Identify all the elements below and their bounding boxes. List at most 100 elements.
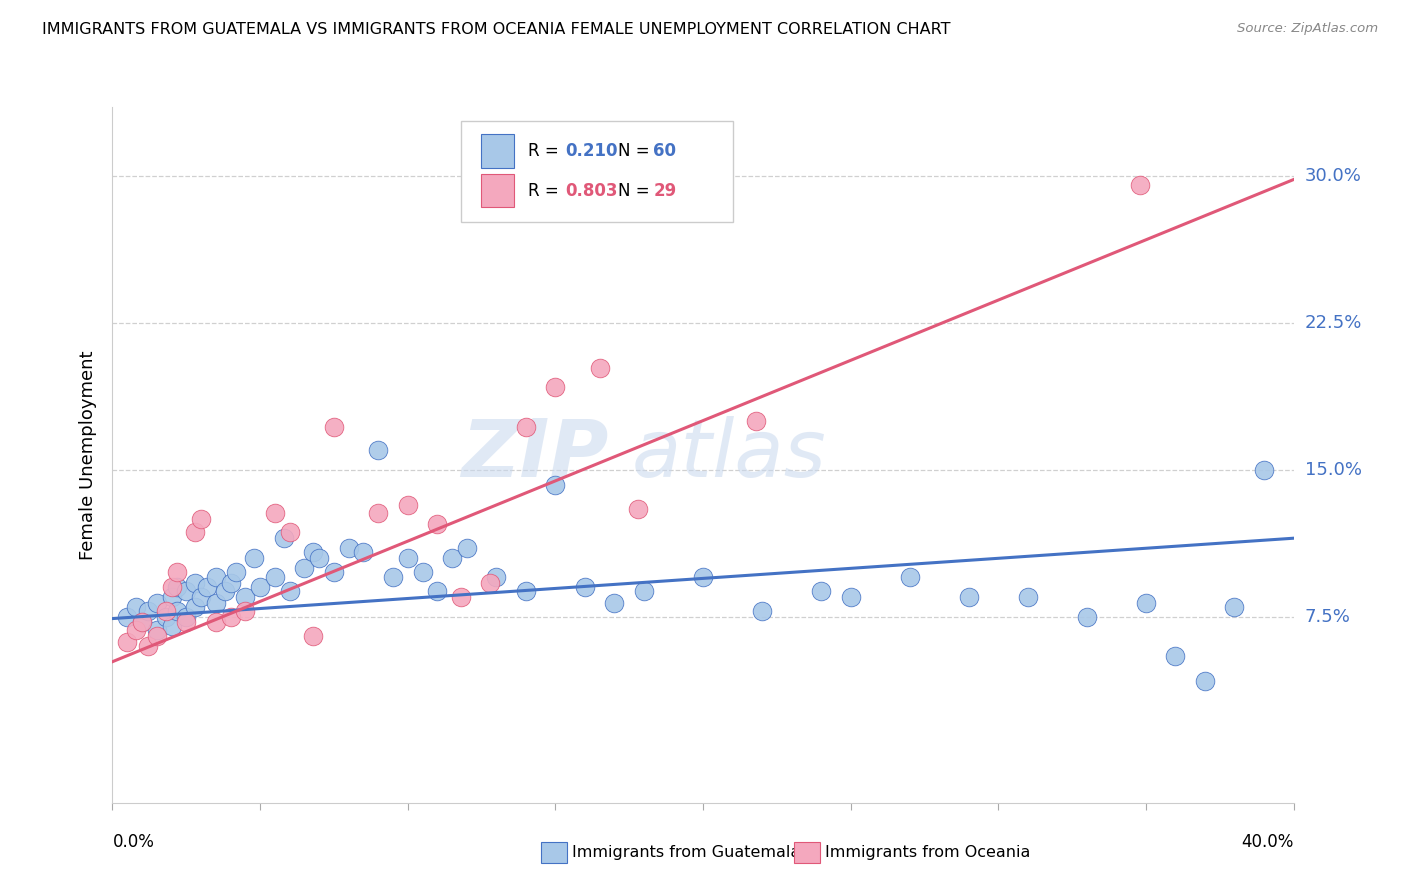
Text: 22.5%: 22.5% (1305, 314, 1362, 332)
Text: R =: R = (529, 182, 564, 200)
Text: 15.0%: 15.0% (1305, 460, 1361, 479)
Point (426, 517, 449, 532)
Point (136, 604, 159, 618)
Point (174, 609, 197, 624)
FancyBboxPatch shape (481, 134, 515, 168)
Point (544, 478, 567, 492)
Point (396, 498, 419, 512)
Point (839, 590, 862, 604)
Point (323, 419, 346, 434)
Point (515, 584, 537, 599)
Text: 7.5%: 7.5% (1305, 607, 1351, 625)
Point (603, 596, 626, 610)
Y-axis label: Female Unemployment: Female Unemployment (79, 351, 97, 559)
Point (160, 580, 183, 594)
Point (190, 590, 212, 604)
Point (160, 590, 183, 604)
Point (308, 550, 330, 565)
Point (337, 541, 360, 555)
Point (278, 525, 301, 540)
Text: 0.803: 0.803 (565, 182, 617, 200)
Point (278, 584, 301, 599)
Point (184, 525, 207, 540)
Text: 29: 29 (654, 182, 676, 200)
Point (898, 570, 921, 584)
Point (205, 570, 228, 584)
Text: ZIP: ZIP (461, 416, 609, 494)
Text: 40.0%: 40.0% (1241, 833, 1294, 851)
Point (125, 599, 148, 614)
Point (117, 609, 138, 624)
Point (117, 635, 138, 649)
Point (1135, 596, 1157, 610)
Point (367, 506, 389, 520)
Point (195, 580, 218, 594)
Point (479, 576, 502, 591)
Point (1253, 462, 1275, 476)
Point (184, 576, 207, 591)
Point (146, 596, 169, 610)
Point (1076, 609, 1098, 624)
Point (190, 511, 212, 525)
Point (249, 580, 271, 594)
Point (485, 570, 508, 584)
Text: 0.0%: 0.0% (112, 833, 155, 851)
Point (155, 604, 177, 618)
Point (544, 380, 567, 394)
Point (219, 609, 242, 624)
Point (633, 584, 655, 599)
Point (146, 629, 169, 643)
FancyBboxPatch shape (461, 121, 733, 222)
Point (411, 565, 433, 579)
Text: N =: N = (619, 182, 655, 200)
Point (751, 604, 773, 618)
Point (166, 604, 188, 618)
Point (219, 576, 242, 591)
Point (810, 584, 832, 599)
Point (233, 590, 256, 604)
Point (1194, 674, 1216, 689)
Text: atlas: atlas (633, 416, 827, 494)
Point (574, 580, 596, 594)
Point (352, 545, 374, 559)
Point (174, 584, 197, 599)
Point (166, 565, 188, 579)
Text: Source: ZipAtlas.com: Source: ZipAtlas.com (1237, 22, 1378, 36)
Point (160, 619, 183, 633)
Point (184, 599, 207, 614)
Point (155, 609, 177, 624)
Point (264, 506, 287, 520)
Text: 0.210: 0.210 (565, 142, 617, 160)
Point (1164, 648, 1187, 663)
Point (957, 590, 980, 604)
Text: Immigrants from Oceania: Immigrants from Oceania (825, 846, 1031, 860)
Point (166, 580, 188, 594)
Point (1017, 590, 1039, 604)
Text: N =: N = (619, 142, 655, 160)
Point (745, 414, 768, 428)
Point (292, 560, 315, 574)
Point (273, 531, 295, 545)
Point (323, 565, 346, 579)
Point (367, 443, 389, 458)
Text: Immigrants from Guatemala: Immigrants from Guatemala (572, 846, 800, 860)
Point (264, 570, 287, 584)
Point (382, 570, 405, 584)
Point (302, 545, 325, 559)
Point (456, 541, 478, 555)
FancyBboxPatch shape (481, 174, 515, 207)
Point (426, 584, 449, 599)
Point (225, 565, 247, 579)
Point (131, 615, 153, 630)
Point (441, 550, 464, 565)
Point (205, 596, 228, 610)
Point (692, 570, 714, 584)
Point (302, 629, 325, 643)
Text: IMMIGRANTS FROM GUATEMALA VS IMMIGRANTS FROM OCEANIA FEMALE UNEMPLOYMENT CORRELA: IMMIGRANTS FROM GUATEMALA VS IMMIGRANTS … (42, 22, 950, 37)
Point (205, 615, 228, 630)
Point (1223, 599, 1246, 614)
Point (136, 639, 159, 653)
Point (1129, 178, 1152, 193)
Point (243, 550, 266, 565)
Point (125, 624, 148, 638)
